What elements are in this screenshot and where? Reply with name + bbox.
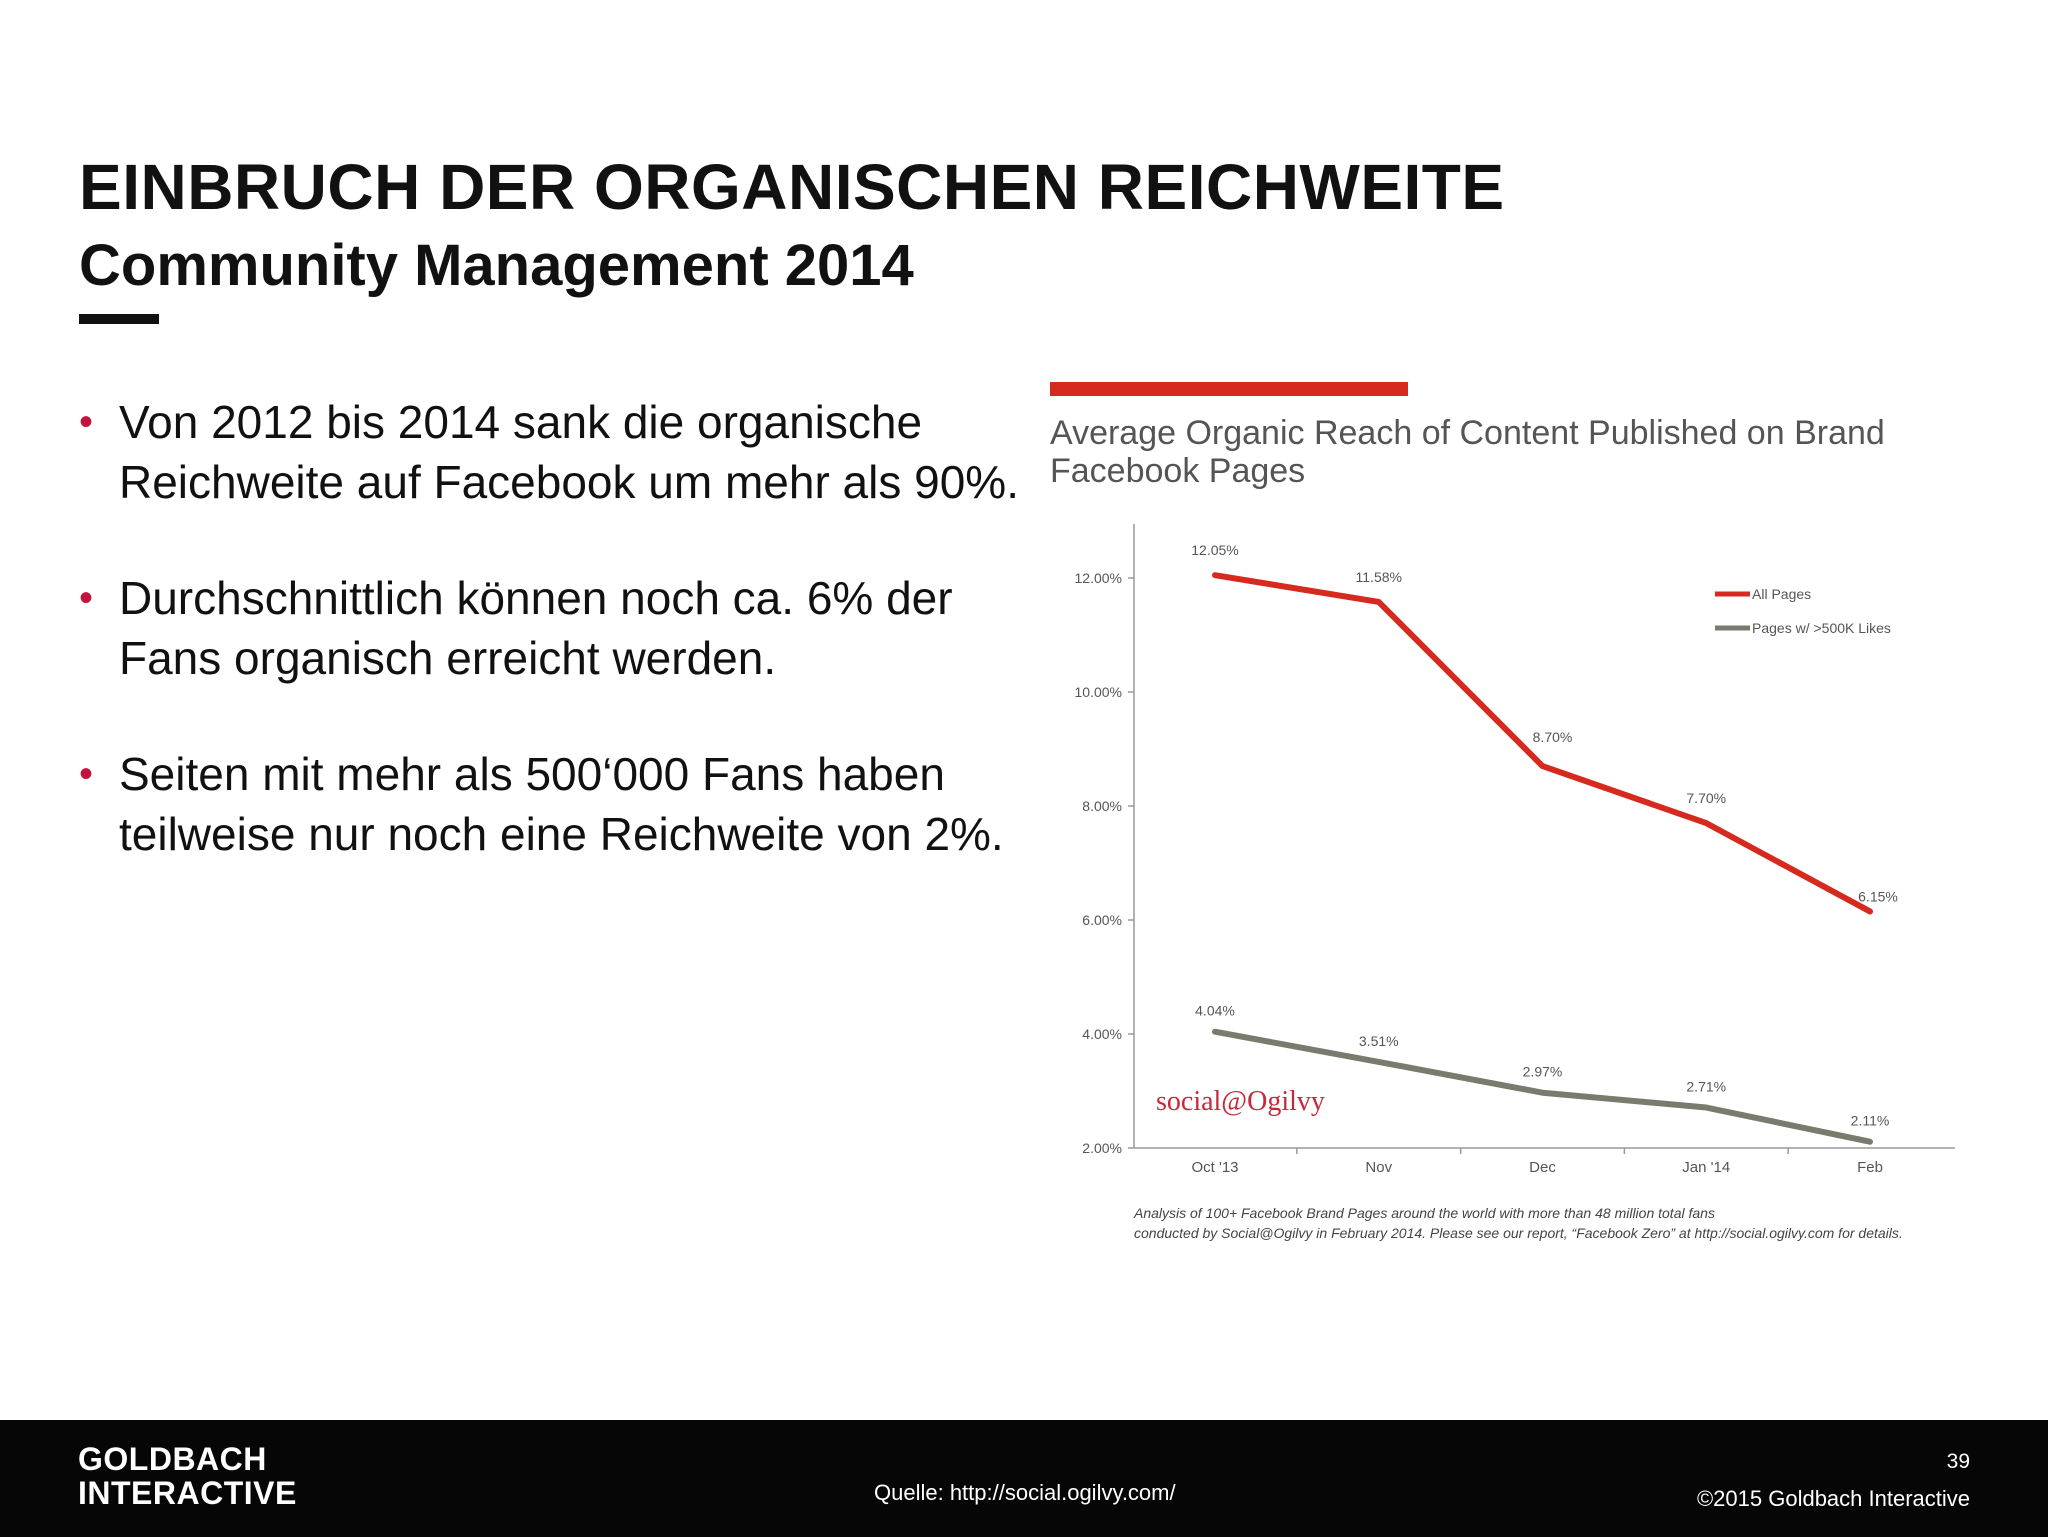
data-point [1703, 820, 1709, 826]
y-tick-label: 8.00% [1082, 798, 1122, 814]
bullet-dot-icon: • [79, 752, 94, 796]
page-number: 39 [1946, 1450, 1970, 1473]
watermark-text: social@Ogilvy [1156, 1086, 1325, 1117]
legend-label: All Pages [1752, 586, 1811, 602]
data-point [1867, 908, 1873, 914]
bullet-item: • Seiten mit mehr als 500‘000 Fans haben … [79, 744, 1019, 864]
logo-line1: GOLDBACH [78, 1441, 267, 1477]
data-point [1540, 1090, 1545, 1096]
bullet-item: • Von 2012 bis 2014 sank die organische R… [79, 392, 1019, 512]
y-tick-label: 6.00% [1082, 912, 1122, 928]
slide-subtitle: Community Management 2014 [79, 233, 914, 298]
y-tick-label: 4.00% [1082, 1026, 1122, 1042]
footer: GOLDBACH INTERACTIVE Quelle: http://soci… [0, 1420, 2048, 1537]
legend-label: Pages w/ >500K Likes [1752, 620, 1891, 636]
data-label: 12.05% [1191, 542, 1238, 558]
line-chart: 2.00% 4.00% 6.00% 8.00% 10.00% 12.00% Oct '13 N… [1075, 524, 1955, 1241]
data-label: 8.70% [1533, 729, 1573, 745]
bullet-text: Von 2012 bis 2014 sank die organische Re… [119, 396, 1019, 508]
data-label: 3.51% [1359, 1033, 1399, 1049]
data-point [1212, 1029, 1218, 1035]
chart-note-line1: Analysis of 100+ Facebook Brand Pages ar… [1133, 1205, 1715, 1221]
x-tick-label: Nov [1365, 1159, 1392, 1176]
bullet-list: • Von 2012 bis 2014 sank die organische R… [79, 392, 1019, 920]
data-label: 2.97% [1523, 1064, 1563, 1080]
bullet-dot-icon: • [79, 400, 94, 444]
bullet-item: • Durchschnittlich können noch ca. 6% der… [79, 568, 1019, 688]
data-point [1540, 763, 1545, 769]
company-logo: GOLDBACH INTERACTIVE [78, 1442, 297, 1510]
data-point [1376, 599, 1382, 605]
x-tick-label: Dec [1529, 1159, 1556, 1176]
data-label: 11.58% [1356, 569, 1402, 585]
chart-title: Average Organic Reach of Content Publish… [1050, 414, 1885, 490]
y-tick-label: 10.00% [1075, 684, 1122, 700]
data-label: 4.04% [1195, 1003, 1235, 1019]
slide-title: EINBRUCH DER ORGANISCHEN REICHWEITE [79, 151, 1505, 223]
chart-panel: Average Organic Reach of Content Publish… [1040, 370, 1980, 1270]
copyright-text: ©2015 Goldbach Interactive [1696, 1486, 1970, 1511]
data-point [1212, 572, 1218, 578]
data-point [1703, 1105, 1709, 1111]
source-text: Quelle: http://social.ogilvy.com/ [874, 1480, 1176, 1505]
y-tick-label: 12.00% [1075, 570, 1122, 586]
y-tick-label: 2.00% [1082, 1140, 1122, 1156]
x-tick-label: Oct '13 [1191, 1159, 1238, 1176]
bullet-dot-icon: • [79, 576, 94, 620]
chart-accent-bar [1050, 382, 1408, 396]
x-tick-label: Feb [1857, 1159, 1883, 1176]
bullet-text: Seiten mit mehr als 500‘000 Fans haben t… [119, 748, 1004, 860]
data-label: 7.70% [1686, 790, 1726, 806]
chart-note-line2: conducted by Social@Ogilvy in February 2… [1134, 1225, 1903, 1241]
title-underline [79, 314, 159, 324]
data-point [1376, 1059, 1382, 1065]
data-label: 2.71% [1686, 1079, 1726, 1095]
x-tick-label: Jan '14 [1682, 1159, 1730, 1176]
data-label: 6.15% [1858, 888, 1898, 904]
data-label: 2.11% [1851, 1113, 1890, 1129]
data-point [1867, 1139, 1873, 1145]
logo-line2: INTERACTIVE [78, 1475, 297, 1511]
bullet-text: Durchschnittlich können noch ca. 6% der … [119, 572, 953, 684]
